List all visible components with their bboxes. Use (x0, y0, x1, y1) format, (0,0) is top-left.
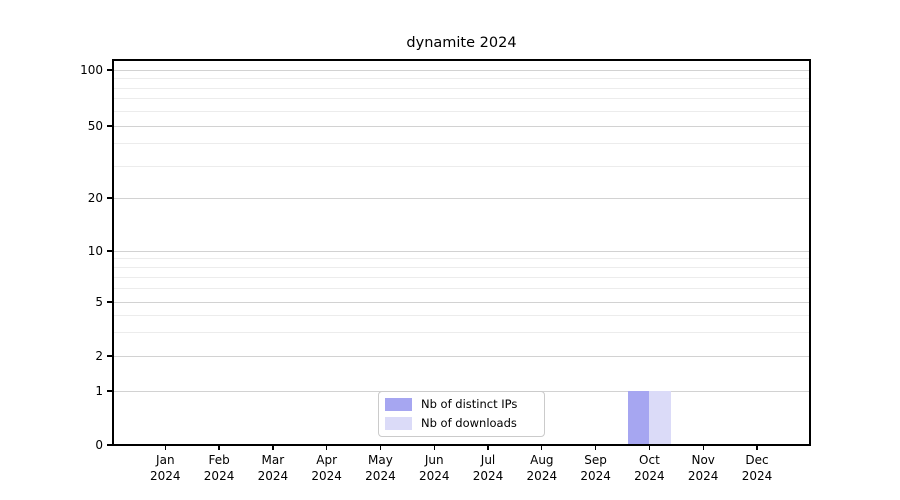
x-tick-month: Jun (424, 453, 444, 467)
legend-entry: Nb of distinct IPs (385, 398, 537, 411)
y-axis-tick-label: 2 (95, 349, 103, 363)
bar-downloads (649, 391, 671, 445)
x-tick-mark (164, 445, 166, 451)
x-tick-year: 2024 (580, 469, 611, 483)
x-axis-tick-label: Jan 2024 (133, 452, 197, 484)
legend-swatch-distinct-ips (385, 398, 412, 411)
gridline-minor (113, 331, 810, 333)
x-tick-month: Jan (156, 453, 175, 467)
y-axis-tick-label: 10 (87, 244, 103, 258)
y-tick-mark (106, 355, 113, 357)
x-axis-tick-label: Oct 2024 (617, 452, 681, 484)
gridline-minor (113, 314, 810, 316)
plot-area: Nb of distinct IPs Nb of downloads 0 1 2 5 10… (80, 59, 811, 483)
x-tick-year: 2024 (741, 469, 773, 483)
chart-title: dynamite 2024 (406, 35, 517, 51)
gridline-minor (113, 266, 810, 268)
gridline-minor (113, 288, 810, 290)
x-tick-mark (272, 445, 274, 451)
gridline-major (113, 125, 810, 127)
x-tick-year: 2024 (418, 469, 450, 483)
y-tick-mark (106, 69, 113, 71)
x-tick-month: Aug (530, 453, 554, 467)
legend-swatch-downloads (385, 417, 412, 430)
x-axis-tick-label: Jun 2024 (402, 452, 466, 484)
x-tick-month: Apr (316, 453, 338, 467)
x-tick-mark (702, 445, 704, 451)
x-axis-tick-label: Jul 2024 (456, 452, 520, 484)
y-axis-tick-label: 50 (87, 119, 103, 133)
y-tick-mark (106, 250, 113, 252)
x-axis-tick-label: Sep 2024 (564, 452, 628, 484)
y-axis-tick-label: 1 (95, 384, 103, 398)
legend-label: Nb of distinct IPs (421, 397, 518, 411)
y-axis-tick-label: 5 (95, 295, 103, 309)
y-axis-tick-label: 0 (95, 438, 103, 452)
gridline-minor (113, 165, 810, 167)
x-tick-year: 2024 (257, 469, 289, 483)
gridline-major (113, 250, 810, 252)
x-tick-year: 2024 (687, 469, 719, 483)
x-tick-mark (487, 445, 489, 451)
x-tick-mark (756, 445, 758, 451)
bar-distinct-ips (627, 391, 650, 445)
axis-spine-right (809, 59, 811, 446)
gridline-minor (113, 78, 810, 79)
axis-spine-bottom (113, 444, 810, 446)
axis-spine-left (112, 59, 114, 446)
x-tick-mark (379, 445, 382, 451)
x-tick-month: Oct (639, 453, 660, 467)
x-tick-mark (433, 445, 435, 451)
x-tick-year: 2024 (203, 469, 235, 483)
x-tick-year: 2024 (526, 469, 558, 483)
gridline-minor (113, 98, 810, 100)
x-tick-year: 2024 (311, 469, 342, 483)
x-tick-year: 2024 (634, 469, 665, 483)
gridline-minor (113, 110, 810, 112)
legend: Nb of distinct IPs Nb of downloads (378, 391, 545, 437)
x-axis-tick-label: Nov 2024 (671, 452, 735, 484)
y-tick-mark (106, 444, 113, 446)
x-tick-mark (594, 445, 597, 451)
axis-spine-top (113, 59, 810, 61)
x-tick-mark (648, 445, 651, 451)
gridline-minor (113, 276, 810, 278)
gridline-major (113, 69, 810, 71)
y-axis-tick-label: 20 (87, 191, 103, 205)
x-axis-tick-label: May 2024 (348, 452, 412, 484)
gridline-major (113, 301, 810, 303)
gridline-minor (113, 87, 810, 89)
x-tick-month: Mar (261, 453, 285, 467)
x-tick-year: 2024 (150, 469, 181, 483)
gridline-major (113, 197, 810, 199)
x-axis-tick-label: Mar 2024 (241, 452, 305, 484)
x-tick-mark (326, 445, 328, 451)
x-tick-month: Nov (691, 453, 715, 467)
x-tick-month: Jul (480, 453, 496, 467)
gridline-minor (113, 143, 810, 145)
x-tick-year: 2024 (472, 469, 504, 483)
y-tick-mark (106, 390, 113, 392)
x-tick-mark (541, 445, 543, 451)
y-tick-mark (106, 125, 113, 127)
gridline-major (113, 355, 810, 357)
y-axis-tick-label: 100 (80, 63, 103, 77)
legend-entry: Nb of downloads (385, 417, 537, 430)
x-tick-mark (218, 445, 220, 451)
x-tick-month: Feb (208, 453, 230, 467)
y-tick-mark (106, 301, 113, 303)
x-tick-month: Dec (745, 453, 769, 467)
x-tick-month: May (368, 453, 393, 467)
x-tick-year: 2024 (365, 469, 396, 483)
gridline-minor (113, 258, 810, 260)
y-tick-mark (106, 197, 113, 199)
legend-label: Nb of downloads (421, 416, 517, 430)
x-axis-tick-label: Dec 2024 (725, 452, 789, 484)
x-axis-tick-label: Aug 2024 (510, 452, 574, 484)
x-axis-tick-label: Feb 2024 (187, 452, 251, 484)
x-tick-month: Sep (584, 453, 607, 467)
x-axis-tick-label: Apr 2024 (295, 452, 359, 484)
